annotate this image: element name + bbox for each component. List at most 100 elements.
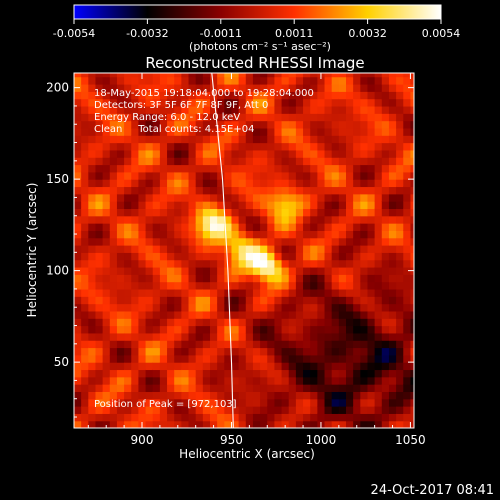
heatmap-cell <box>281 354 290 363</box>
heatmap-cell <box>267 208 276 217</box>
heatmap-cell <box>74 391 82 400</box>
heatmap-cell <box>403 398 412 407</box>
heatmap-cell <box>331 391 340 400</box>
heatmap-cell <box>396 296 404 305</box>
heatmap-cell <box>346 135 354 144</box>
heatmap-cell <box>109 296 118 305</box>
heatmap-cell <box>381 274 390 283</box>
heatmap-cell <box>303 288 311 297</box>
heatmap-cell <box>310 120 318 129</box>
heatmap-cell <box>152 259 161 268</box>
heatmap-cell <box>403 347 412 356</box>
heatmap-cell <box>346 369 354 378</box>
heatmap-cell <box>338 215 347 224</box>
heatmap-cell <box>353 230 361 239</box>
heatmap-cell <box>403 266 412 275</box>
heatmap-cell <box>138 369 147 378</box>
heatmap-cell <box>295 127 304 136</box>
x-axis-ticks: 900 950 1000 1050 <box>87 73 426 447</box>
heatmap-cell <box>167 274 175 283</box>
heatmap-cell <box>396 73 404 78</box>
heatmap-cell <box>88 91 97 100</box>
heatmap-cell <box>252 391 261 400</box>
heatmap-cell <box>245 332 254 341</box>
heatmap-cell <box>396 135 404 144</box>
heatmap-cell <box>260 281 268 290</box>
heatmap-cell <box>238 413 247 422</box>
heatmap-cell <box>159 73 168 78</box>
heatmap-cell <box>131 223 140 231</box>
heatmap-cell <box>338 296 347 305</box>
heatmap-cell <box>102 91 111 100</box>
heatmap-cell <box>303 303 311 312</box>
heatmap-cell <box>267 120 276 129</box>
heatmap-cell <box>303 215 311 224</box>
heatmap-cell <box>95 120 104 129</box>
heatmap-cell <box>159 179 168 188</box>
heatmap-cell <box>224 193 233 202</box>
heatmap-cell <box>245 208 254 217</box>
heatmap-cell <box>102 318 111 327</box>
heatmap-cell <box>138 76 147 85</box>
heatmap-cell <box>295 135 304 144</box>
heatmap-cell <box>324 193 333 202</box>
heatmap-cell <box>295 76 304 85</box>
heatmap-cell <box>403 362 412 371</box>
heatmap-cell <box>317 362 326 371</box>
heatmap-cell <box>317 76 326 85</box>
heatmap-cell <box>224 186 233 195</box>
heatmap-cell <box>367 259 376 268</box>
heatmap-cell <box>116 135 125 144</box>
heatmap-cell <box>360 347 369 356</box>
heatmap-cell <box>260 384 268 393</box>
heatmap-cell <box>131 369 140 378</box>
heatmap-cell <box>381 120 390 129</box>
heatmap-cell <box>331 340 340 349</box>
heatmap-cell <box>338 259 347 268</box>
heatmap-cell <box>210 332 218 341</box>
heatmap-cell <box>202 142 211 151</box>
heatmap-cell <box>238 369 247 378</box>
heatmap-cell <box>403 230 412 239</box>
heatmap-cell <box>202 73 211 78</box>
heatmap-cell <box>381 164 390 173</box>
heatmap-cell <box>403 149 412 158</box>
heatmap-cell <box>210 318 218 327</box>
heatmap-cell <box>252 215 261 224</box>
heatmap-cell <box>353 288 361 297</box>
heatmap-cell <box>317 325 326 334</box>
heatmap-cell <box>295 142 304 151</box>
heatmap-cell <box>102 201 111 210</box>
heatmap-cell <box>317 164 326 173</box>
heatmap-cell <box>81 208 89 217</box>
heatmap-cell <box>145 215 154 224</box>
heatmap-cell <box>274 113 283 122</box>
heatmap-cell <box>138 179 147 188</box>
heatmap-cell <box>346 398 354 407</box>
heatmap-cell <box>167 406 175 414</box>
heatmap-cell <box>174 369 182 378</box>
heatmap-cell <box>338 179 347 188</box>
heatmap-cell <box>252 296 261 305</box>
heatmap-cell <box>174 171 182 180</box>
heatmap-cell <box>217 73 225 78</box>
heatmap-cell <box>360 281 369 290</box>
heatmap-cell <box>152 157 161 166</box>
heatmap-cell <box>410 135 414 144</box>
heatmap-cell <box>159 193 168 202</box>
heatmap-cell <box>303 325 311 334</box>
heatmap-cell <box>317 179 326 188</box>
heatmap-cell <box>131 113 140 122</box>
heatmap-cell <box>152 186 161 195</box>
heatmap-cell <box>167 325 175 334</box>
heatmap-cell <box>81 142 89 151</box>
heatmap-cell <box>152 230 161 239</box>
heatmap-cell <box>195 362 204 371</box>
heatmap-cell <box>202 215 211 224</box>
heatmap-cell <box>188 266 197 275</box>
heatmap-cell <box>195 215 204 224</box>
heatmap-cell <box>303 208 311 217</box>
heatmap-cell <box>281 274 290 283</box>
heatmap-cell <box>159 91 168 100</box>
heatmap-cell <box>174 420 182 428</box>
